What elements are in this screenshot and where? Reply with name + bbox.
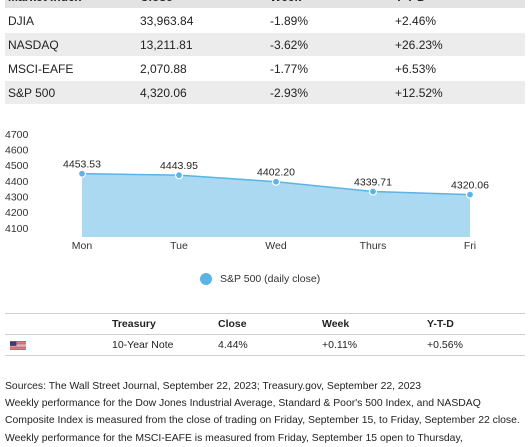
row: NASDAQ 13,211.81 -3.62% +26.23% xyxy=(5,32,525,57)
value-label: 4339.71 xyxy=(354,176,392,188)
cell: +2.46% xyxy=(392,8,525,33)
cell: +6.53% xyxy=(392,56,525,81)
x-tick-label: Fri xyxy=(464,240,476,252)
row: DJIA 33,963.84 -1.89% +2.46% xyxy=(5,8,525,33)
cell: +0.11% xyxy=(317,334,422,356)
header-cell xyxy=(5,313,107,335)
point xyxy=(174,171,184,180)
y-tick-label: 4400 xyxy=(5,176,29,188)
sources: Sources: The Wall Street Journal, Septem… xyxy=(5,378,529,447)
cell: +0.56% xyxy=(422,334,525,356)
point xyxy=(465,190,475,199)
market-table: Market Index Close Week Y-T-D DJIA 33,96… xyxy=(5,0,525,105)
x-tick-label: Tue xyxy=(170,240,188,252)
cell: -1.77% xyxy=(267,56,392,81)
cell: 33,963.84 xyxy=(137,8,267,33)
header-cell: Market Index xyxy=(5,0,137,9)
header-cell: Close xyxy=(137,0,267,9)
row: 10-Year Note 4.44% +0.11% +0.56% xyxy=(5,334,525,356)
treasury-table: Treasury Close Week Y-T-D 10-Year Note 4… xyxy=(5,313,525,356)
cell: 2,070.88 xyxy=(137,56,267,81)
cell: MSCI-EAFE xyxy=(5,56,137,81)
y-tick-label: 4300 xyxy=(5,192,29,204)
cell: 10-Year Note xyxy=(107,334,213,356)
chart: 4100 4200 4300 4400 4500 4600 4700 Mon Tue Wed Thu… xyxy=(5,129,489,285)
area-fill xyxy=(82,173,470,237)
legend-marker xyxy=(200,273,212,285)
header-row: Treasury Close Week Y-T-D xyxy=(5,313,525,335)
y-tick-label: 4600 xyxy=(5,144,29,156)
point xyxy=(368,187,378,196)
row: S&P 500 4,320.06 -2.93% +12.52% xyxy=(5,80,525,105)
header-cell: Week xyxy=(317,313,422,335)
y-tick-label: 4500 xyxy=(5,160,29,172)
value-label: 4453.53 xyxy=(63,158,101,170)
value-label: 4402.20 xyxy=(257,167,295,179)
header-cell: Week xyxy=(267,0,392,9)
cell: 13,211.81 xyxy=(137,32,267,57)
us-flag xyxy=(10,341,26,350)
cell: 4.44% xyxy=(213,334,317,356)
cell: S&P 500 xyxy=(5,80,137,105)
y-tick-label: 4200 xyxy=(5,207,29,219)
x-tick-label: Wed xyxy=(265,240,287,252)
cell: +12.52% xyxy=(392,80,525,105)
x-tick-label: Mon xyxy=(72,240,93,252)
cell: DJIA xyxy=(5,8,137,33)
value-label: 4320.06 xyxy=(451,179,489,191)
header-cell: Y-T-D xyxy=(422,313,525,335)
cell: +26.23% xyxy=(392,32,525,57)
cell: NASDAQ xyxy=(5,32,137,57)
y-tick-label: 4700 xyxy=(5,129,29,141)
x-tick-label: Thurs xyxy=(360,240,387,252)
sources-note: Weekly performance for the Dow Jones Ind… xyxy=(5,398,520,444)
header-row: Market Index Close Week Y-T-D xyxy=(5,0,525,9)
flag-cell xyxy=(5,334,107,356)
cell: -3.62% xyxy=(267,32,392,57)
row: MSCI-EAFE 2,070.88 -1.77% +6.53% xyxy=(5,56,525,81)
legend-label: S&P 500 (daily close) xyxy=(220,273,320,285)
header-cell: Close xyxy=(213,313,317,335)
header-cell: Treasury xyxy=(107,313,213,335)
y-tick-label: 4100 xyxy=(5,223,29,235)
point xyxy=(77,169,87,178)
point xyxy=(271,177,281,186)
value-label: 4443.95 xyxy=(160,160,198,172)
header-cell: Y-T-D xyxy=(392,0,525,9)
cell: -2.93% xyxy=(267,80,392,105)
cell: 4,320.06 xyxy=(137,80,267,105)
sources-line: Sources: The Wall Street Journal, Septem… xyxy=(5,381,422,392)
cell: -1.89% xyxy=(267,8,392,33)
